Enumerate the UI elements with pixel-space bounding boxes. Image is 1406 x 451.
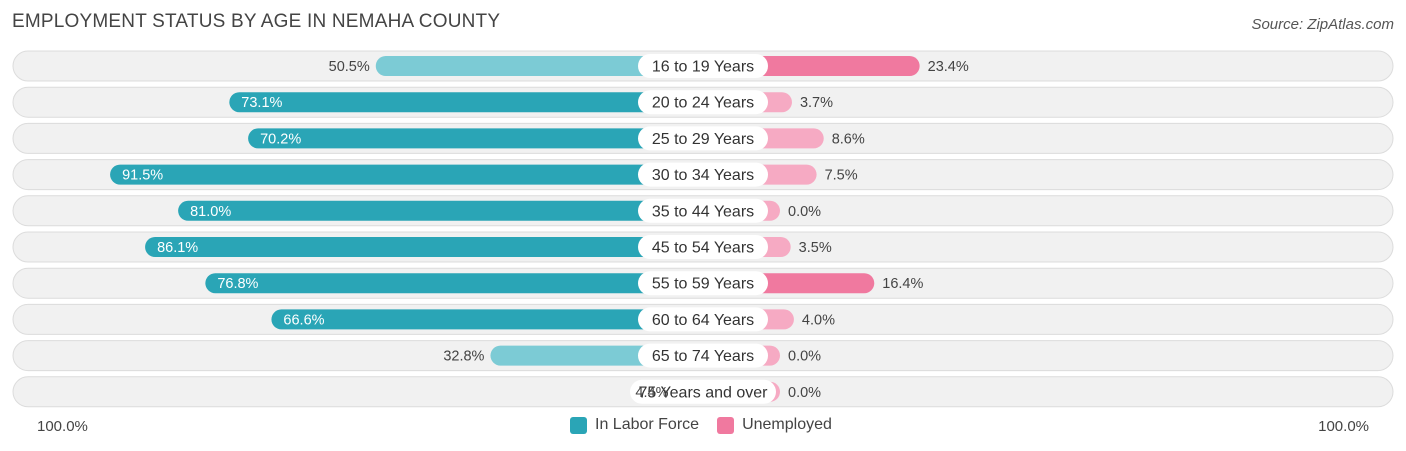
bar-labor-force	[205, 273, 703, 294]
category-label: 35 to 44 Years	[652, 203, 754, 220]
category-label: 16 to 19 Years	[652, 59, 754, 76]
bar-labor-force	[229, 92, 703, 113]
value-label-labor-force: 81.0%	[190, 204, 231, 220]
category-pill	[638, 235, 768, 259]
category-pill	[638, 126, 768, 151]
legend-swatch-unemployed	[717, 416, 735, 434]
category-pill	[630, 379, 776, 404]
value-label-labor-force: 50.5%	[329, 59, 370, 75]
value-label-labor-force: 32.8%	[443, 349, 484, 365]
category-label: 30 to 34 Years	[652, 167, 754, 184]
category-pill	[638, 343, 768, 368]
category-label: 25 to 29 Years	[652, 131, 754, 148]
value-label-unemployed: 16.4%	[882, 276, 923, 292]
value-label-unemployed: 4.0%	[802, 312, 835, 328]
legend: In Labor Force Unemployed	[570, 416, 850, 434]
category-pill	[638, 162, 768, 187]
bar-labor-force	[271, 309, 703, 330]
value-label-unemployed: 3.7%	[800, 95, 833, 111]
category-pill	[638, 54, 768, 78]
value-label-unemployed: 0.0%	[788, 204, 821, 220]
value-label-labor-force: 73.1%	[241, 95, 282, 111]
axis-left-label: 100.0%	[37, 418, 88, 435]
bar-labor-force	[178, 200, 703, 221]
source-label: Source: ZipAtlas.com	[1251, 16, 1394, 33]
category-label: 75 Years and over	[639, 384, 769, 401]
legend-label-unemployed: Unemployed	[742, 416, 832, 433]
value-label-labor-force: 4.4%	[635, 385, 668, 401]
value-label-unemployed: 0.0%	[788, 349, 821, 365]
value-label-unemployed: 0.0%	[788, 385, 821, 401]
value-label-labor-force: 86.1%	[157, 240, 198, 256]
value-label-labor-force: 70.2%	[260, 131, 301, 147]
category-pill	[638, 90, 768, 115]
value-label-labor-force: 66.6%	[283, 312, 324, 328]
value-label-unemployed: 3.5%	[799, 240, 832, 256]
bar-labor-force	[110, 164, 703, 185]
axis-right-label: 100.0%	[1318, 418, 1369, 435]
category-label: 60 to 64 Years	[652, 312, 754, 329]
category-label: 65 to 74 Years	[652, 348, 754, 365]
value-label-unemployed: 23.4%	[928, 59, 969, 75]
category-label: 20 to 24 Years	[652, 95, 754, 112]
bar-labor-force	[145, 237, 703, 257]
category-label: 55 to 59 Years	[652, 276, 754, 293]
legend-label-labor-force: In Labor Force	[595, 416, 700, 433]
category-pill	[638, 271, 768, 296]
category-label: 45 to 54 Years	[652, 240, 754, 257]
category-pill	[638, 198, 768, 223]
legend-item-unemployed[interactable]: Unemployed	[717, 416, 832, 434]
chart-title: EMPLOYMENT STATUS BY AGE IN NEMAHA COUNT…	[12, 11, 501, 32]
legend-swatch-labor-force	[570, 416, 587, 434]
value-label-labor-force: 91.5%	[122, 168, 163, 184]
bar-labor-force	[375, 56, 703, 76]
value-label-unemployed: 7.5%	[825, 168, 858, 184]
value-label-labor-force: 76.8%	[217, 276, 258, 292]
bar-labor-force	[248, 128, 703, 149]
value-label-unemployed: 8.6%	[832, 131, 865, 147]
category-pill	[638, 307, 768, 332]
legend-item-labor-force[interactable]: In Labor Force	[570, 416, 699, 434]
